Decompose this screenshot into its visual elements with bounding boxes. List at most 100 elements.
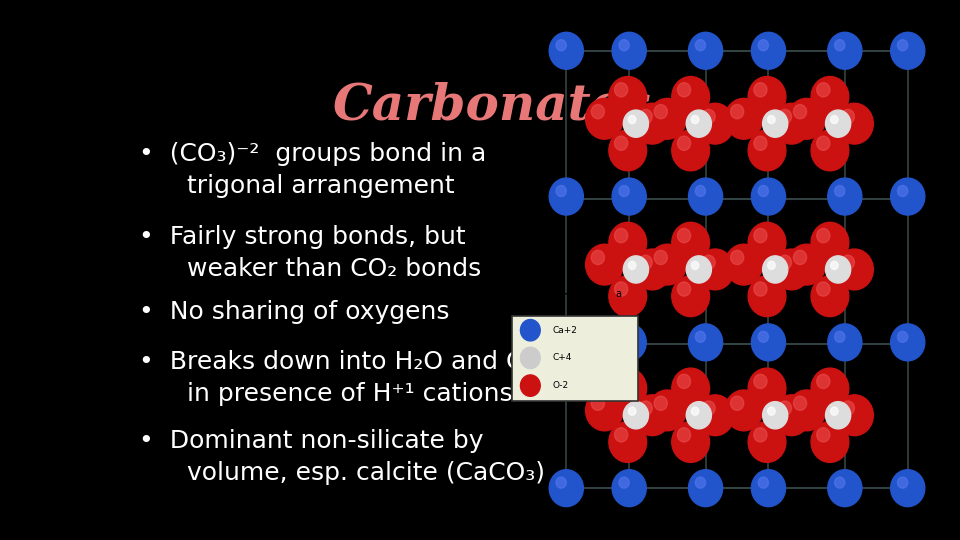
Circle shape [549,178,584,215]
Circle shape [672,422,709,462]
Circle shape [623,256,649,283]
Circle shape [549,32,584,69]
Circle shape [619,477,629,488]
Circle shape [591,105,605,119]
Circle shape [758,331,768,342]
Circle shape [672,368,709,409]
Text: C+4: C+4 [553,353,572,362]
Circle shape [826,256,851,283]
Circle shape [773,103,810,144]
Circle shape [891,32,924,69]
Text: •  Breaks down into H₂O and CO₂
      in presence of H⁺¹ cations: • Breaks down into H₂O and CO₂ in presen… [138,349,553,406]
Circle shape [591,396,605,410]
Circle shape [898,477,908,488]
Circle shape [591,251,605,265]
Circle shape [649,98,686,139]
Circle shape [748,276,786,316]
Circle shape [788,244,826,285]
Circle shape [614,228,628,243]
Circle shape [609,422,647,462]
Circle shape [788,98,826,139]
Circle shape [754,374,767,389]
Circle shape [609,222,647,263]
Bar [513,315,638,401]
Circle shape [614,83,628,97]
Circle shape [828,324,862,361]
Text: •  Fairly strong bonds, but
      weaker than CO₂ bonds: • Fairly strong bonds, but weaker than C… [138,225,481,281]
Circle shape [520,347,540,369]
Circle shape [830,261,838,269]
Circle shape [768,116,776,124]
Circle shape [834,331,845,342]
Circle shape [754,428,767,442]
Circle shape [830,407,838,415]
Circle shape [725,390,762,431]
Circle shape [619,185,629,197]
Circle shape [639,255,652,269]
Circle shape [629,261,636,269]
Circle shape [891,324,924,361]
Circle shape [672,276,709,316]
Circle shape [612,324,646,361]
Circle shape [794,251,806,265]
Circle shape [811,422,849,462]
Circle shape [841,401,854,415]
Circle shape [696,103,734,144]
Circle shape [623,402,649,429]
Circle shape [835,103,874,144]
Circle shape [748,422,786,462]
Circle shape [702,401,715,415]
Circle shape [773,395,810,436]
Circle shape [731,105,744,119]
Circle shape [634,395,671,436]
Circle shape [754,83,767,97]
Circle shape [686,256,711,283]
Circle shape [817,228,830,243]
Circle shape [748,130,786,171]
Circle shape [678,136,690,151]
Circle shape [623,110,649,137]
Circle shape [612,470,646,507]
Text: •  Dominant non-silicate by
      volume, esp. calcite (CaCO₃): • Dominant non-silicate by volume, esp. … [138,429,544,485]
Circle shape [639,110,652,124]
Circle shape [612,178,646,215]
Circle shape [629,407,636,415]
Circle shape [748,368,786,409]
Circle shape [696,395,734,436]
Circle shape [614,374,628,389]
Circle shape [773,249,810,290]
Circle shape [768,261,776,269]
Circle shape [834,39,845,51]
Circle shape [752,178,785,215]
Circle shape [826,402,851,429]
Circle shape [609,77,647,117]
Circle shape [556,39,566,51]
Text: b: b [545,274,551,284]
Circle shape [639,401,652,415]
Circle shape [612,32,646,69]
Circle shape [841,110,854,124]
Circle shape [686,110,711,137]
Circle shape [614,282,628,296]
Circle shape [768,407,776,415]
Circle shape [678,83,690,97]
Circle shape [731,251,744,265]
Circle shape [835,395,874,436]
Text: Carbonates: Carbonates [332,82,652,131]
Circle shape [811,368,849,409]
Circle shape [520,320,540,341]
Circle shape [828,470,862,507]
Circle shape [672,77,709,117]
Circle shape [586,98,623,139]
Circle shape [672,222,709,263]
Circle shape [891,178,924,215]
Circle shape [748,222,786,263]
Circle shape [672,130,709,171]
Circle shape [609,368,647,409]
Circle shape [649,244,686,285]
Circle shape [688,470,723,507]
Circle shape [762,256,788,283]
Circle shape [691,407,699,415]
Circle shape [811,130,849,171]
Circle shape [695,185,706,197]
